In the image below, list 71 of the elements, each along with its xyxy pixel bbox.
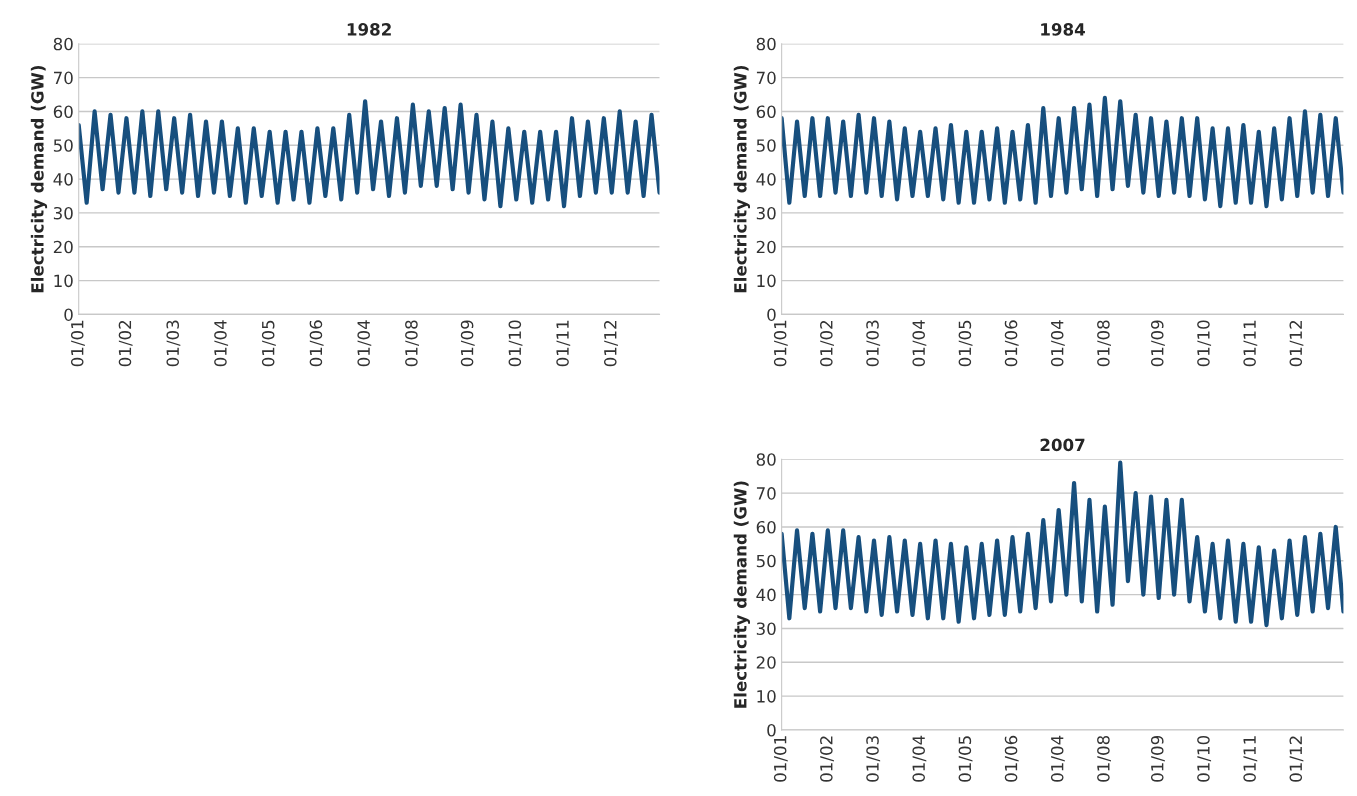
x-tick-label: 01/04 — [912, 320, 927, 367]
line-series — [781, 95, 1344, 209]
y-tick-label: 0 — [767, 723, 776, 737]
x-tick-label: 01/06 — [309, 320, 324, 367]
x-tick-label: 01/04 — [357, 320, 372, 367]
x-tick-label: 01/02 — [820, 736, 834, 782]
x-tick-label: 01/06 — [1004, 735, 1019, 782]
x-tick-label: 01/03 — [866, 736, 881, 782]
x-tick-label: 01/12 — [603, 320, 618, 367]
x-tick-label: 01/12 — [1289, 320, 1304, 367]
y-tick-label: 50 — [756, 554, 776, 568]
y-axis-title: Electricity demand (GW) — [733, 481, 751, 708]
x-tick-label: 01/09 — [1150, 735, 1165, 782]
y-tick-label: 80 — [756, 453, 776, 466]
x-tick-label: 01/12 — [1289, 736, 1304, 782]
x-tick-label: 01/03 — [866, 320, 881, 367]
x-tick-label: 01/10 — [508, 320, 523, 367]
x-tick-label: 01/04 — [214, 320, 229, 367]
x-tick-label: 01/02 — [820, 320, 834, 367]
x-tick-label: 01/10 — [1197, 735, 1212, 782]
y-tick-label: 0 — [64, 308, 73, 321]
x-tick-label: 01/06 — [1004, 320, 1019, 367]
y-tick-label: 0 — [767, 308, 776, 321]
y-tick-label: 60 — [756, 105, 776, 119]
y-tick-label: 20 — [756, 240, 776, 254]
y-axis-title: Electricity demand (GW) — [733, 65, 751, 293]
x-tick-label: 01/11 — [556, 320, 571, 367]
y-axis-title: Electricity demand (GW) — [30, 65, 48, 293]
y-tick-label: 70 — [756, 487, 776, 500]
x-tick-label: 01/03 — [166, 320, 181, 367]
x-tick-label: 01/10 — [1197, 320, 1212, 367]
x-tick-label: 01/04 — [912, 735, 927, 782]
chart-title: 2007 — [1040, 438, 1085, 452]
y-tick-label: 30 — [756, 206, 776, 220]
x-tick-label: 01/01 — [773, 736, 788, 782]
y-tick-label: 30 — [756, 622, 776, 636]
y-tick-label: 10 — [757, 690, 776, 703]
x-tick-label: 01/08 — [1097, 735, 1111, 782]
x-tick-label: 01/05 — [958, 320, 973, 367]
x-tick-label: 01/11 — [1243, 320, 1258, 367]
y-tick-label: 20 — [53, 240, 73, 254]
x-tick-label: 01/09 — [460, 320, 475, 367]
x-tick-label: 01/05 — [261, 320, 276, 367]
y-tick-label: 70 — [756, 71, 776, 85]
y-tick-label: 70 — [54, 71, 73, 85]
x-tick-label: 01/09 — [1150, 320, 1165, 367]
x-tick-label: 01/08 — [405, 320, 420, 367]
y-tick-label: 60 — [53, 105, 73, 119]
chart-title: 1984 — [1041, 23, 1085, 36]
y-tick-label: 40 — [756, 588, 776, 602]
y-tick-label: 80 — [53, 37, 73, 51]
y-tick-label: 50 — [53, 139, 73, 152]
line-series — [78, 99, 660, 209]
x-tick-label: 01/01 — [70, 320, 85, 367]
y-tick-label: 40 — [53, 173, 73, 186]
y-tick-label: 10 — [54, 274, 73, 288]
y-tick-label: 40 — [756, 173, 776, 186]
y-tick-label: 60 — [756, 520, 776, 534]
x-tick-label: 01/02 — [118, 320, 133, 367]
y-tick-label: 20 — [756, 656, 776, 669]
y-tick-label: 10 — [757, 274, 776, 288]
x-tick-label: 01/05 — [958, 736, 973, 782]
x-tick-label: 01/08 — [1097, 320, 1111, 367]
chart-title: 1982 — [347, 23, 391, 36]
y-tick-label: 80 — [756, 37, 776, 51]
x-tick-label: 01/04 — [1050, 735, 1065, 782]
x-tick-label: 01/01 — [773, 320, 788, 367]
x-tick-label: 01/04 — [1050, 320, 1065, 367]
y-tick-label: 30 — [53, 206, 73, 220]
y-tick-label: 50 — [756, 139, 776, 152]
x-tick-label: 01/11 — [1243, 736, 1258, 782]
